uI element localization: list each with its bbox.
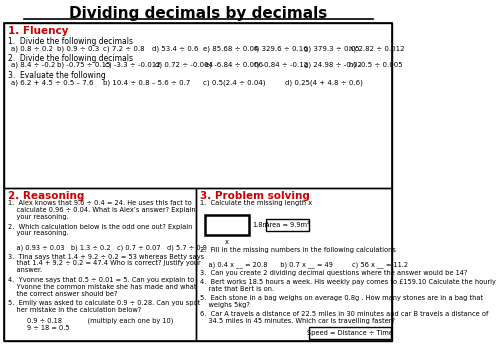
Text: 0.9 ÷ 0.18            (multiply each one by 10): 0.9 ÷ 0.18 (multiply each one by 10) — [10, 318, 173, 324]
Text: a) 0.8 ÷ 0.2: a) 0.8 ÷ 0.2 — [11, 45, 53, 52]
Text: d) 0.25(4 + 4.8 ÷ 0.6): d) 0.25(4 + 4.8 ÷ 0.6) — [286, 79, 363, 85]
Text: 6.  Car A travels a distance of 22.5 miles in 30 minutes and car B travels a dis: 6. Car A travels a distance of 22.5 mile… — [200, 311, 488, 324]
Text: 4.  Bert works 18.5 hours a week. His weekly pay comes to £159.10 Calculate the : 4. Bert works 18.5 hours a week. His wee… — [200, 279, 496, 292]
Text: g) 24.98 ÷ -0.02: g) 24.98 ÷ -0.02 — [304, 62, 362, 69]
Text: 2.  Divide the following decimals: 2. Divide the following decimals — [8, 54, 133, 63]
Text: f) -0.84 ÷ -0.12: f) -0.84 ÷ -0.12 — [254, 62, 308, 69]
Text: a) 8.4 ÷ -0.2: a) 8.4 ÷ -0.2 — [11, 62, 56, 69]
Text: d) 53.4 ÷ 0.6: d) 53.4 ÷ 0.6 — [152, 45, 198, 52]
Text: 1.  Calculate the missing length x: 1. Calculate the missing length x — [200, 200, 312, 206]
Text: 5.  Each stone in a bag weighs on average 0.8g . How many stones are in a bag th: 5. Each stone in a bag weighs on average… — [200, 295, 483, 308]
Bar — [4, 23, 392, 188]
Text: 3.  Evaluate the following: 3. Evaluate the following — [8, 71, 106, 80]
Text: 1.  Divide the following decimals: 1. Divide the following decimals — [8, 37, 133, 46]
Text: h) 2.82 ÷ 0.012: h) 2.82 ÷ 0.012 — [349, 45, 405, 52]
Text: 3. Problem solving: 3. Problem solving — [200, 191, 310, 201]
Text: 2.  Which calculation below is the odd one out? Explain
    your reasoning.

   : 2. Which calculation below is the odd on… — [8, 224, 207, 251]
Bar — [266, 219, 309, 231]
Text: 5.  Emily was asked to calculate 0.9 ÷ 0.28. Can you spot
    her mistake in the: 5. Emily was asked to calculate 0.9 ÷ 0.… — [8, 300, 200, 313]
Text: 4.  Yvonne says that 0.5 ÷ 0.01 = 5. Can you explain to
    Yvonne the common mi: 4. Yvonne says that 0.5 ÷ 0.01 = 5. Can … — [8, 277, 196, 297]
Text: x: x — [225, 239, 228, 245]
Text: 2.  Fill in the missing numbers in the following calculations

    a) 0.4 x __ =: 2. Fill in the missing numbers in the fo… — [200, 247, 408, 268]
Text: 2. Reasoning: 2. Reasoning — [8, 191, 85, 201]
Text: 3.  Can you create 2 dividing decimal questions where the answer would be 14?: 3. Can you create 2 dividing decimal que… — [200, 270, 467, 275]
Text: b) 0.9 ÷ 0.3: b) 0.9 ÷ 0.3 — [57, 45, 100, 52]
Text: c) 0.5(2.4 ÷ 0.04): c) 0.5(2.4 ÷ 0.04) — [203, 79, 266, 85]
Text: h) -0.5 ÷ 0.005: h) -0.5 ÷ 0.005 — [349, 62, 403, 69]
Text: Dividing decimals by decimals: Dividing decimals by decimals — [69, 6, 328, 21]
Bar — [204, 215, 249, 235]
Text: c) -3.3 ÷ -0.012: c) -3.3 ÷ -0.012 — [104, 62, 160, 69]
Text: b) -0.75 ÷ 0.15: b) -0.75 ÷ 0.15 — [57, 62, 110, 69]
Text: 9 ÷ 18 = 0.5: 9 ÷ 18 = 0.5 — [10, 325, 69, 331]
Text: 3.  Tina says that 1.4 + 9.2 ÷ 0.2 = 53 whereas Betty says
    that 1.4 + 9.2 ÷ : 3. Tina says that 1.4 + 9.2 ÷ 0.2 = 53 w… — [8, 254, 204, 273]
Bar — [309, 327, 391, 339]
Text: e) 85.68 ÷ 0.04: e) 85.68 ÷ 0.04 — [203, 45, 258, 52]
Text: b) 10.4 ÷ 0.8 – 5.6 ÷ 0.7: b) 10.4 ÷ 0.8 – 5.6 ÷ 0.7 — [103, 79, 190, 85]
Text: 1.8m: 1.8m — [252, 222, 269, 228]
Text: e) -6.84 ÷ 0.006: e) -6.84 ÷ 0.006 — [204, 62, 262, 69]
Text: d) 0.72 ÷ -0.004: d) 0.72 ÷ -0.004 — [156, 62, 214, 69]
Text: g) 379.3 ÷ 0.05: g) 379.3 ÷ 0.05 — [304, 45, 359, 52]
Bar — [4, 188, 196, 341]
Bar — [196, 188, 392, 341]
Text: a) 6.2 + 4.5 ÷ 0.5 – 7.6: a) 6.2 + 4.5 ÷ 0.5 – 7.6 — [11, 79, 94, 85]
Text: c) 7.2 ÷ 0.8: c) 7.2 ÷ 0.8 — [103, 45, 144, 52]
Text: f) 329.6 ÷ 0.16: f) 329.6 ÷ 0.16 — [254, 45, 308, 52]
Text: 1.  Alex knows that 9.6 ÷ 0.4 = 24. He uses this fact to
    calculate 0.96 ÷ 0.: 1. Alex knows that 9.6 ÷ 0.4 = 24. He us… — [8, 200, 196, 220]
Text: Area = 9.9m²: Area = 9.9m² — [266, 222, 310, 228]
Text: Speed = Distance ÷ Time: Speed = Distance ÷ Time — [306, 330, 392, 336]
Text: 1. Fluency: 1. Fluency — [8, 26, 68, 36]
